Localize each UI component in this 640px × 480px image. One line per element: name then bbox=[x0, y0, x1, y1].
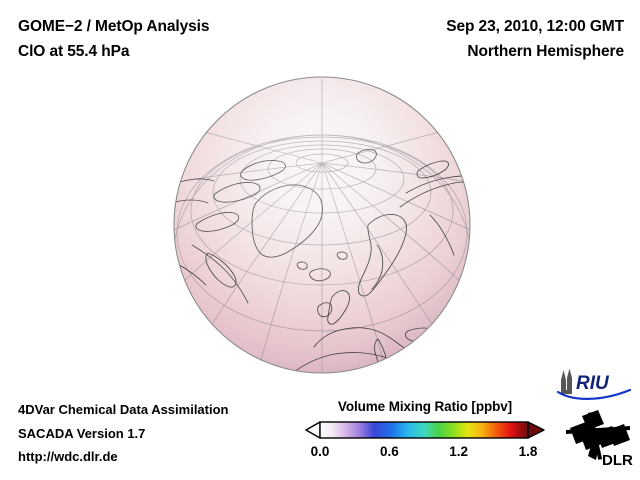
method-label: 4DVar Chemical Data Assimilation bbox=[18, 402, 229, 417]
hemisphere-label: Northern Hemisphere bbox=[467, 43, 624, 60]
globe-map bbox=[172, 75, 472, 375]
riu-logo: RIU bbox=[556, 368, 632, 402]
header-left-block: GOME−2 / MetOp Analysis ClO at 55.4 hPa bbox=[18, 14, 209, 64]
dlr-logo-svg: DLR bbox=[566, 410, 633, 469]
colorbar-tick-0: 0.0 bbox=[310, 444, 330, 459]
dlr-pinwheel-icon bbox=[566, 410, 630, 460]
colorbar-bar bbox=[305, 420, 545, 440]
colorbar-tick-labels: 0.0 0.6 1.2 1.8 bbox=[305, 444, 545, 464]
riu-logo-svg: RIU bbox=[556, 368, 632, 400]
dlr-logo: DLR bbox=[562, 408, 634, 470]
colorbar-title: Volume Mixing Ratio [ppbv] bbox=[337, 399, 513, 414]
footer-credits-block: 4DVar Chemical Data Assimilation SACADA … bbox=[18, 398, 229, 469]
colorbar: Volume Mixing Ratio [ppbv] 0.0 0.6 1.2 1… bbox=[300, 399, 550, 464]
website-link[interactable]: http://wdc.dlr.de bbox=[18, 449, 118, 464]
colorbar-tick-1: 0.6 bbox=[379, 444, 399, 459]
version-label: SACADA Version 1.7 bbox=[18, 425, 146, 441]
header-right-block: Sep 23, 2010, 12:00 GMT Northern Hemisph… bbox=[446, 14, 624, 64]
colorbar-left-arrow bbox=[305, 421, 321, 439]
page-title: GOME−2 / MetOp Analysis bbox=[18, 18, 210, 35]
riu-wordmark: RIU bbox=[576, 373, 610, 394]
colorbar-body bbox=[319, 421, 529, 439]
riu-swoosh-icon bbox=[556, 388, 632, 400]
colorbar-gradient-svg bbox=[305, 421, 545, 439]
globe-svg bbox=[173, 76, 471, 374]
page-subtitle-species: ClO at 55.4 hPa bbox=[18, 43, 130, 60]
dlr-wordmark: DLR bbox=[602, 452, 633, 469]
globe-limb bbox=[173, 76, 471, 374]
colorbar-right-arrow bbox=[527, 421, 545, 439]
globe-shading bbox=[174, 77, 470, 373]
colorbar-tick-3: 1.8 bbox=[518, 444, 538, 459]
colorbar-tick-2: 1.2 bbox=[449, 444, 469, 459]
riu-spires-icon bbox=[561, 368, 572, 394]
timestamp-label: Sep 23, 2010, 12:00 GMT bbox=[446, 18, 624, 35]
